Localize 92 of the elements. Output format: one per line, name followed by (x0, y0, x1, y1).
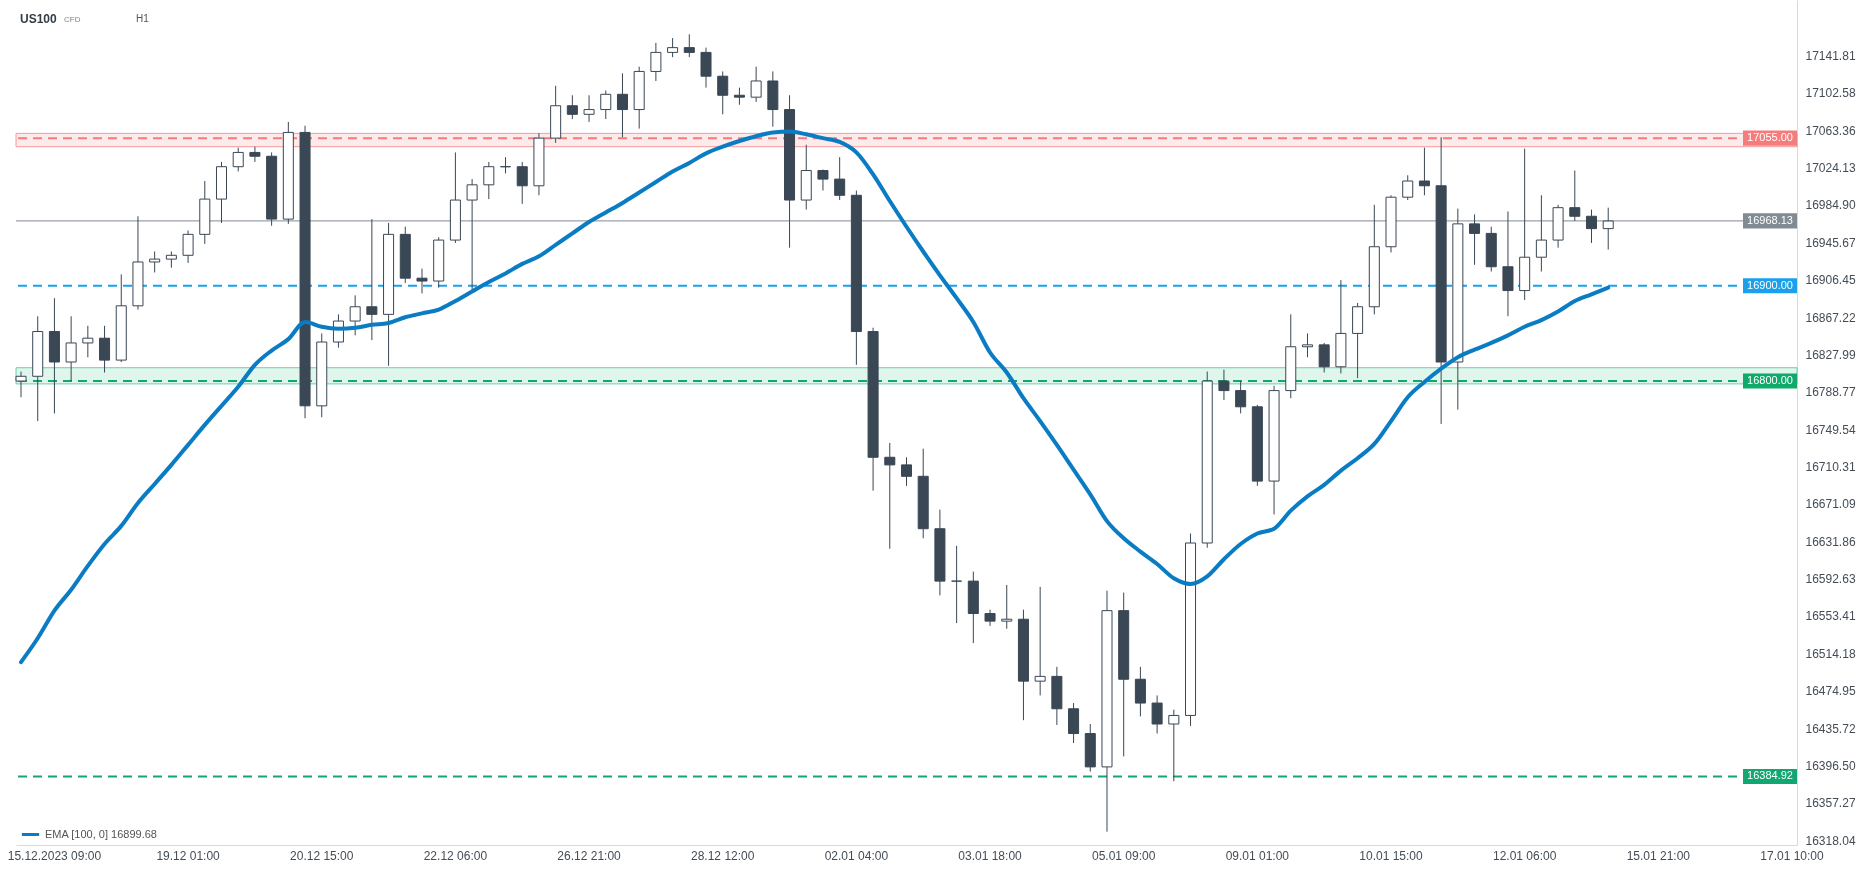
x-tick-label: 15.12.2023 09:00 (7, 848, 102, 863)
text: CFD (64, 15, 81, 24)
candlestick (82, 325, 94, 358)
candlestick (1418, 147, 1430, 196)
candlestick (884, 442, 896, 550)
candlestick (1402, 174, 1414, 201)
y-tick-label: 16592.63 (1805, 572, 1856, 587)
candlestick (566, 94, 578, 120)
candlestick (700, 47, 712, 89)
line-series (19, 129, 1611, 665)
y-tick-label: 16710.31 (1805, 460, 1856, 474)
y-tick-label: 16631.86 (1805, 534, 1856, 549)
legend-label: EMA [100, 0] 16899.68 (45, 827, 157, 840)
text: US100 (20, 12, 58, 26)
candlestick (717, 70, 729, 115)
x-tick-label: 05.01 09:00 (1091, 848, 1156, 863)
ref-line-label: 16800.00 (1747, 374, 1793, 387)
ref-line-label: 17055.00 (1747, 131, 1793, 144)
candlestick (750, 66, 762, 103)
candlestick (583, 94, 595, 123)
y-tick-label: 16906.45 (1805, 273, 1856, 288)
y-tick-label: 16357.27 (1805, 796, 1856, 811)
y-tick-label: 16867.22 (1805, 310, 1856, 325)
candlestick (1469, 213, 1481, 266)
x-tick-label: 26.12 21:00 (557, 848, 622, 863)
annotation: H1 (136, 13, 150, 24)
candlestick (951, 545, 963, 624)
candlestick (15, 371, 27, 398)
x-tick-label: 19.12 01:00 (156, 848, 221, 863)
candlestick (667, 37, 679, 58)
y-tick-label: 16396.50 (1805, 758, 1856, 773)
y-tick-label: 16474.95 (1805, 684, 1856, 699)
y-tick-label: 16827.99 (1805, 347, 1856, 362)
candlestick (1318, 342, 1330, 373)
candlestick (1535, 194, 1547, 273)
y-tick-label: 17102.58 (1805, 86, 1856, 101)
candlestick (1168, 709, 1180, 782)
candlestick (249, 146, 261, 163)
candlestick (1235, 380, 1247, 414)
candlestick (1134, 666, 1146, 717)
candlestick (182, 230, 194, 264)
candlestick (1585, 209, 1598, 244)
candlestick (232, 147, 244, 172)
candlestick (349, 294, 361, 336)
x-tick-label: 12.01 06:00 (1492, 848, 1557, 863)
x-tick-label: 03.01 18:00 (958, 848, 1023, 863)
candlestick (1602, 207, 1614, 251)
candlestick (616, 72, 628, 138)
candlestick (1569, 170, 1581, 222)
y-tick-label: 17024.13 (1805, 161, 1856, 176)
x-tick-label: 22.12 06:00 (423, 848, 488, 863)
candlestick (834, 156, 846, 201)
y-tick-label: 16749.54 (1805, 422, 1856, 437)
y-tick-label: 16318.04 (1805, 833, 1856, 848)
candlestick (516, 161, 528, 205)
x-tick-label: 09.01 01:00 (1225, 848, 1290, 863)
x-tick-label: 10.01 15:00 (1359, 848, 1424, 863)
candlestick (650, 42, 662, 82)
candlestick (500, 156, 512, 174)
y-tick-label: 16435.72 (1805, 721, 1856, 736)
x-tick-label: 28.12 12:00 (691, 848, 755, 863)
y-tick-label: 16984.90 (1805, 198, 1856, 213)
ref-line-label: 16968.13 (1747, 213, 1793, 226)
x-tick-label: 02.01 04:00 (824, 848, 889, 863)
y-tick-label: 16671.09 (1805, 497, 1856, 512)
candlestick (1151, 694, 1163, 735)
candlestick (416, 268, 428, 294)
candlestick (1218, 369, 1230, 401)
ref-line-label: 16900.00 (1747, 278, 1793, 291)
candlestick (900, 456, 913, 487)
y-tick-label: 16945.67 (1805, 235, 1856, 250)
candlestick (366, 218, 378, 341)
candlestick (1502, 210, 1514, 317)
candlestick (1034, 586, 1046, 696)
candlestick (1301, 332, 1313, 358)
x-tick-label: 15.01 21:00 (1626, 848, 1691, 863)
ref-line-label: 16384.92 (1747, 769, 1793, 782)
candlestick (466, 178, 478, 292)
y-tick-label: 16553.41 (1805, 609, 1856, 624)
y-tick-label: 16788.77 (1805, 385, 1856, 400)
candlestick (65, 315, 77, 382)
y-tick-label: 17063.36 (1805, 123, 1856, 138)
candlestick (149, 251, 161, 273)
x-tick-label: 17.01 10:00 (1760, 848, 1824, 863)
candlestick (600, 90, 612, 120)
y-tick-label: 16514.18 (1805, 646, 1856, 661)
candlestick (1001, 584, 1013, 630)
candlestick (483, 161, 495, 200)
x-tick-label: 20.12 15:00 (290, 848, 354, 863)
candlestick (683, 33, 695, 58)
candlestick (99, 325, 111, 373)
y-tick-label: 17141.81 (1805, 48, 1856, 63)
